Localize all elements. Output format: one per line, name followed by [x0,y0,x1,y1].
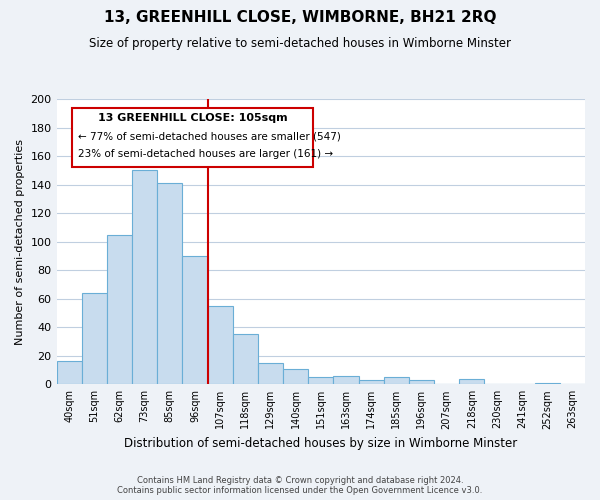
Text: Size of property relative to semi-detached houses in Wimborne Minster: Size of property relative to semi-detach… [89,38,511,51]
Bar [308,377,334,384]
Bar [535,383,560,384]
Bar [459,378,484,384]
Text: ← 77% of semi-detached houses are smaller (547): ← 77% of semi-detached houses are smalle… [77,132,341,142]
Bar [132,170,157,384]
Bar [258,363,283,384]
Bar [157,183,182,384]
Bar [182,256,208,384]
Text: 13, GREENHILL CLOSE, WIMBORNE, BH21 2RQ: 13, GREENHILL CLOSE, WIMBORNE, BH21 2RQ [104,10,496,25]
Bar [359,380,383,384]
Bar [409,380,434,384]
Y-axis label: Number of semi-detached properties: Number of semi-detached properties [15,138,25,344]
Bar [334,376,359,384]
Bar [208,306,233,384]
Text: 23% of semi-detached houses are larger (161) →: 23% of semi-detached houses are larger (… [77,149,333,159]
Bar [82,293,107,384]
Bar [56,362,82,384]
X-axis label: Distribution of semi-detached houses by size in Wimborne Minster: Distribution of semi-detached houses by … [124,437,517,450]
Text: 13 GREENHILL CLOSE: 105sqm: 13 GREENHILL CLOSE: 105sqm [98,114,287,124]
FancyBboxPatch shape [73,108,313,168]
Bar [107,234,132,384]
Bar [283,368,308,384]
Bar [383,377,409,384]
Text: Contains HM Land Registry data © Crown copyright and database right 2024.
Contai: Contains HM Land Registry data © Crown c… [118,476,482,495]
Bar [233,334,258,384]
